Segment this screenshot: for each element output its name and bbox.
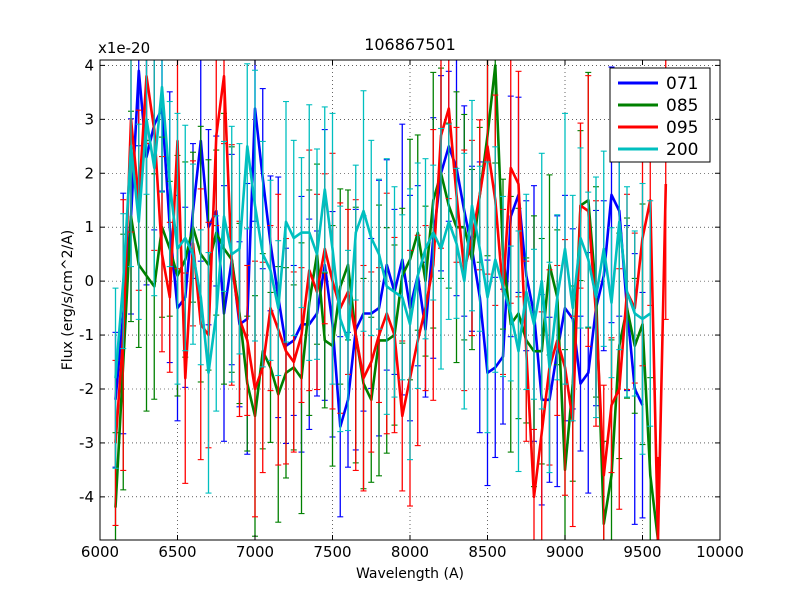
legend-label-095: 095 bbox=[666, 118, 698, 138]
x-tick-label: 7500 bbox=[313, 543, 351, 561]
x-tick-label: 7000 bbox=[236, 543, 274, 561]
y-tick-label: -3 bbox=[79, 434, 94, 452]
series-line bbox=[114, 85, 652, 379]
y-tick-label: 3 bbox=[84, 110, 94, 128]
chart-title: 106867501 bbox=[364, 35, 456, 54]
series-200 bbox=[112, 60, 654, 494]
y-axis-label: Flux (erg/s/cm^2/A) bbox=[60, 230, 76, 370]
x-tick-label: 6000 bbox=[81, 543, 119, 561]
series-line bbox=[114, 74, 668, 540]
x-tick-label: 8500 bbox=[468, 543, 506, 561]
x-tick-label: 9500 bbox=[623, 543, 661, 561]
y-tick-label: 1 bbox=[84, 218, 94, 236]
y-tick-label: 0 bbox=[84, 272, 94, 290]
legend-label-071: 071 bbox=[666, 74, 698, 94]
y-scale-label: x1e-20 bbox=[98, 39, 150, 57]
x-tick-label: 6500 bbox=[158, 543, 196, 561]
axes-ticks: 6000 6500 7000 7500 8000 8500 9000 9500 10000 -4 -… bbox=[79, 56, 744, 561]
x-tick-label: 9000 bbox=[546, 543, 584, 561]
x-tick-label: 10000 bbox=[696, 543, 744, 561]
y-tick-label: -2 bbox=[79, 380, 94, 398]
plot-area bbox=[112, 60, 669, 540]
y-tick-label: -1 bbox=[79, 326, 94, 344]
y-tick-label: -4 bbox=[79, 488, 94, 506]
legend-label-200: 200 bbox=[666, 140, 698, 160]
x-axis-label: Wavelength (A) bbox=[356, 566, 464, 582]
x-tick-label: 8000 bbox=[391, 543, 429, 561]
y-tick-label: 4 bbox=[84, 56, 94, 74]
y-tick-label: 2 bbox=[84, 164, 94, 182]
legend-label-085: 085 bbox=[666, 96, 698, 116]
